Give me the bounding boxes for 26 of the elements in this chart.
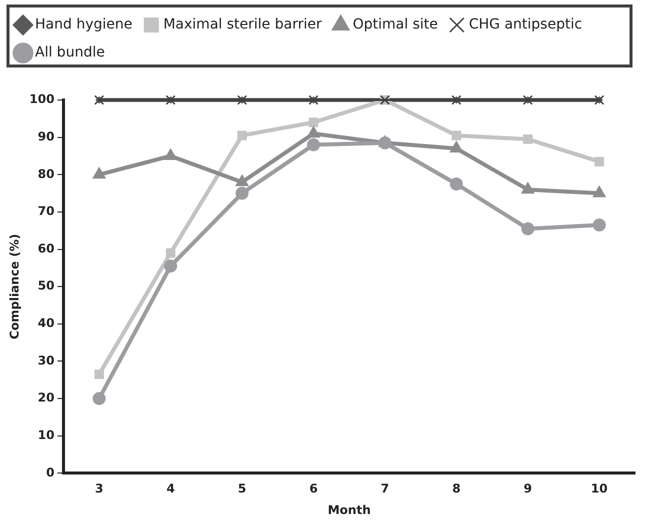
y-tick-label: 70 [38,204,54,218]
y-tick-label: 40 [38,316,54,330]
y-tick-label: 50 [38,278,54,293]
y-tick-label: 80 [38,166,54,181]
y-tick-label: 0 [46,465,54,480]
legend-label: Optimal site [352,16,438,33]
x-tick-label: 8 [452,482,461,496]
x-tick-label: 9 [524,482,532,496]
x-tick-label: 5 [238,482,246,496]
y-axis-title: Compliance (%) [7,234,22,340]
x-axis-title: Month [328,502,371,517]
x-tick-label: 3 [94,482,104,496]
y-tick-label: 30 [38,353,54,368]
legend-label: CHG antipseptic [468,16,582,33]
x-tick-label: 4 [166,482,175,496]
legend-label: Maximal sterile barrier [163,16,322,33]
legend-label: All bundle [35,44,105,61]
x-tick-label: 7 [380,482,390,496]
x-tick-label: 10 [590,482,608,496]
y-tick-label: 60 [38,241,54,256]
y-tick-label: 100 [29,92,54,106]
y-tick-label: 20 [38,390,54,405]
y-tick-label: 90 [38,129,54,144]
x-tick-label: 6 [309,482,318,496]
y-tick-label: 10 [38,428,54,442]
legend-label: Hand hygiene [35,16,132,33]
